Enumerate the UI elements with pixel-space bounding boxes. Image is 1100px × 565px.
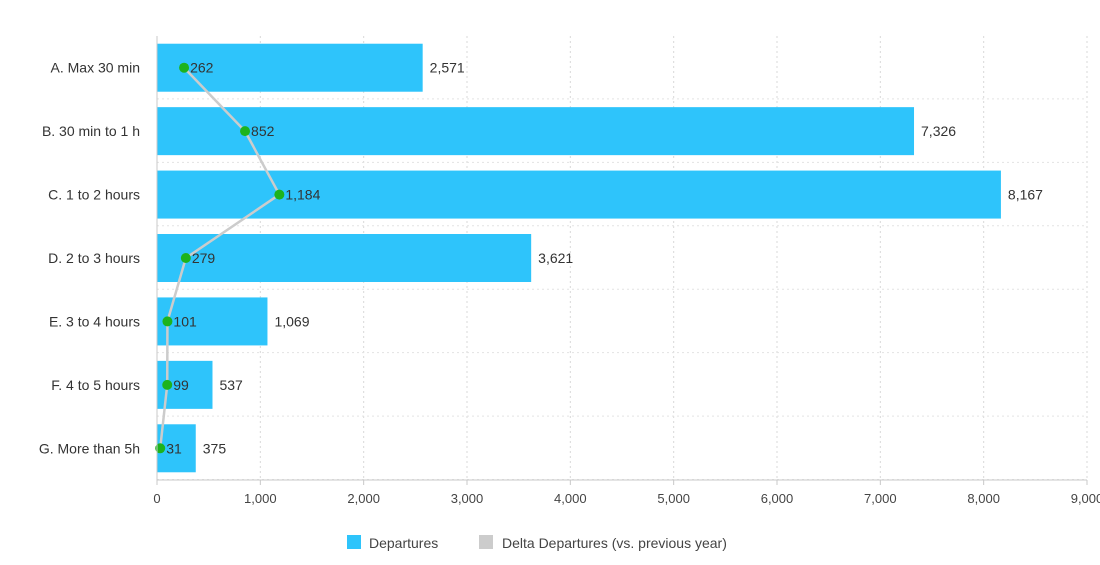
delta-departures-series: 262 852 1,184 279 101 99 31 [155, 60, 321, 456]
delta-departures-point [240, 126, 251, 137]
delta-departures-point [162, 379, 173, 390]
axes: 0 1,000 2,000 3,000 4,000 5,000 6,000 7,000 8,00… [39, 36, 1100, 506]
departures-bar [157, 43, 423, 92]
delta-departures-value-label: 852 [251, 123, 275, 139]
delta-departures-point [155, 443, 166, 454]
category-label: C. 1 to 2 hours [48, 187, 140, 203]
category-label: A. Max 30 min [51, 60, 140, 76]
delta-departures-point [180, 253, 191, 263]
legend: Departures Delta Departures (vs. previous… [347, 535, 727, 551]
x-tick-label: 5,000 [657, 491, 690, 506]
delta-departures-value-label: 262 [190, 60, 214, 76]
x-tick-label: 4,000 [554, 491, 587, 506]
x-tick-label: 2,000 [347, 491, 380, 506]
x-tick-label: 6,000 [761, 491, 794, 506]
category-label: D. 2 to 3 hours [48, 250, 140, 266]
delta-departures-point [179, 62, 190, 73]
legend-label-departures: Departures [369, 535, 438, 551]
departures-bar [157, 297, 268, 346]
departures-value-label: 7,326 [921, 123, 956, 139]
legend-swatch-delta-departures [479, 535, 493, 549]
delta-departures-point [274, 189, 285, 200]
delta-departures-value-label: 101 [173, 313, 197, 329]
departures-bar [157, 107, 915, 156]
x-tick-label: 8,000 [967, 491, 1000, 506]
category-label: G. More than 5h [39, 440, 140, 456]
category-label: F. 4 to 5 hours [51, 377, 140, 393]
departures-value-label: 8,167 [1008, 187, 1043, 203]
departures-value-label: 3,621 [538, 250, 573, 266]
x-tick-label: 0 [153, 491, 160, 506]
delta-departures-value-label: 99 [173, 377, 189, 393]
x-tick-label: 1,000 [244, 491, 277, 506]
departures-bar [157, 234, 532, 282]
delta-departures-point [162, 316, 173, 327]
delta-departures-value-label: 279 [192, 250, 216, 266]
delta-departures-value-label: 31 [166, 440, 182, 456]
legend-swatch-departures [347, 535, 361, 549]
legend-label-delta-departures: Delta Departures (vs. previous year) [502, 535, 727, 551]
departures-value-label: 375 [203, 440, 227, 456]
departures-value-label: 537 [219, 377, 243, 393]
x-tick-label: 7,000 [864, 491, 897, 506]
category-label: E. 3 to 4 hours [49, 313, 140, 329]
departures-series: 2,571 7,326 8,167 3,621 1,069 537 375 [157, 43, 1043, 473]
departures-value-label: 1,069 [274, 313, 309, 329]
departures-bar [157, 170, 1001, 219]
category-label: B. 30 min to 1 h [42, 123, 140, 139]
departures-value-label: 2,571 [430, 60, 465, 76]
x-tick-label: 3,000 [451, 491, 484, 506]
x-tick-label: 9,000 [1071, 491, 1100, 506]
delta-departures-value-label: 1,184 [285, 187, 320, 203]
